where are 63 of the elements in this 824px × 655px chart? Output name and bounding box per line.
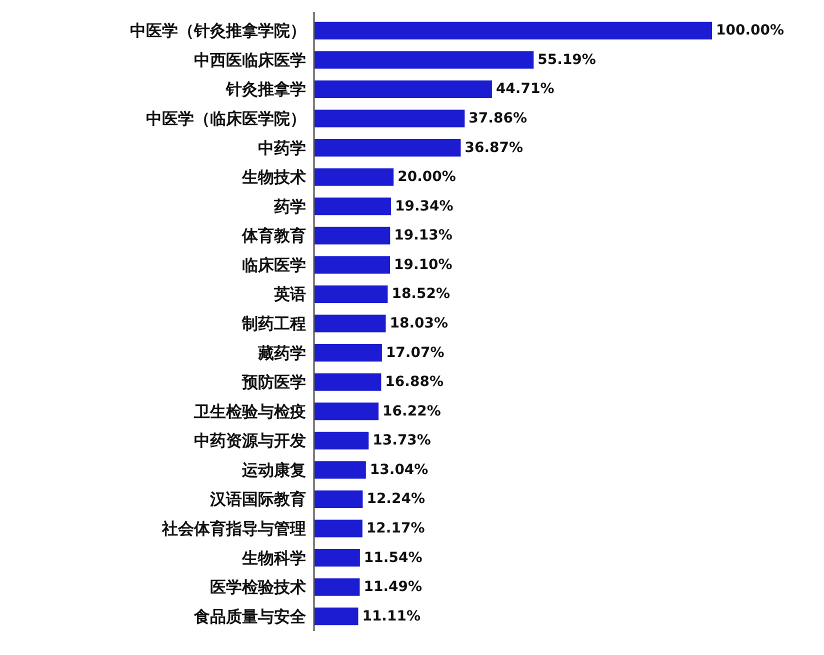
y-tick-label: 中药学 [258, 138, 306, 158]
bar [314, 110, 465, 128]
data-label: 100.00% [716, 22, 784, 39]
bar [314, 80, 492, 98]
bar [314, 344, 382, 362]
y-tick-label: 中医学（临床医学院） [146, 109, 306, 128]
data-label: 12.17% [366, 520, 425, 536]
y-tick-label: 中西医临床医学 [194, 50, 306, 70]
bar [314, 490, 363, 508]
y-tick-label: 体育教育 [241, 226, 306, 246]
y-tick-label: 英语 [273, 284, 306, 304]
bar [314, 198, 391, 216]
data-label: 19.34% [394, 198, 454, 214]
bar [314, 373, 382, 391]
data-label: 18.03% [390, 316, 448, 332]
y-tick-label: 制药工程 [241, 314, 306, 333]
data-label: 13.73% [372, 432, 431, 449]
bar [314, 402, 379, 420]
bar [314, 432, 369, 450]
data-label: 44.71% [496, 81, 554, 98]
bar [314, 256, 390, 274]
y-tick-label: 预防医学 [241, 372, 306, 392]
data-label: 11.11% [362, 608, 421, 624]
data-label: 19.10% [394, 256, 452, 273]
data-label: 19.13% [394, 228, 452, 244]
y-tick-label: 药学 [273, 196, 306, 216]
data-label: 18.52% [392, 286, 450, 302]
bar [314, 226, 390, 244]
y-tick-label: 卫生检验与检疫 [193, 402, 306, 421]
y-tick-label: 生物科学 [241, 548, 306, 568]
data-label: 37.86% [468, 110, 527, 126]
bar [314, 608, 358, 626]
bar [314, 285, 388, 303]
bar [314, 314, 386, 332]
bar [314, 578, 360, 596]
bar [314, 168, 394, 186]
y-tick-label: 食品质量与安全 [193, 606, 307, 626]
y-tick-label: 中药资源与开发 [194, 431, 306, 450]
data-label: 11.49% [364, 579, 422, 596]
bar [314, 520, 362, 538]
y-tick-label: 藏药学 [257, 343, 306, 362]
data-label: 11.54% [364, 550, 422, 566]
y-tick-label: 临床医学 [242, 255, 306, 274]
data-label: 16.88% [385, 374, 444, 390]
y-tick-label: 生物技术 [241, 168, 306, 187]
data-label: 55.19% [538, 52, 596, 68]
y-tick-label: 社会体育指导与管理 [161, 519, 306, 538]
bar [314, 51, 534, 69]
data-label: 36.87% [464, 140, 524, 156]
y-tick-label: 医学检验技术 [210, 578, 306, 597]
data-label: 20.00% [398, 169, 456, 186]
data-label: 16.22% [382, 403, 441, 420]
bar [314, 461, 366, 479]
y-tick-label: 汉语国际教育 [209, 490, 306, 509]
y-tick-label: 中医学（针灸推拿学院） [130, 21, 306, 40]
y-tick-label: 针灸推拿学 [225, 80, 306, 99]
data-label: 12.24% [366, 491, 426, 508]
data-label: 17.07% [386, 344, 444, 361]
data-label: 13.04% [370, 462, 428, 478]
bar [314, 139, 461, 157]
bar [314, 22, 712, 40]
bar [314, 549, 360, 567]
y-tick-label: 运动康复 [241, 460, 306, 480]
